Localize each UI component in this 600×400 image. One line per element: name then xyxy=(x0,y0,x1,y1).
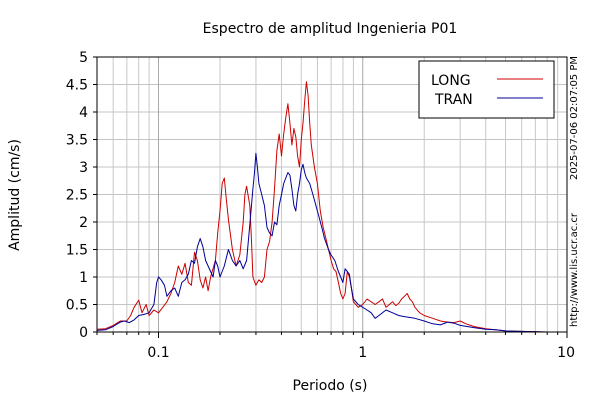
legend-label-tran: TRAN xyxy=(434,92,473,108)
y-axis-label: Amplitud (cm/s) xyxy=(7,139,23,251)
x-tick-label: 10 xyxy=(557,345,575,361)
y-tick-labels: 0 0.5 1 1.5 2 2.5 3 3.5 4 4.5 5 xyxy=(66,50,88,341)
series-lines xyxy=(96,81,567,333)
series-line-long xyxy=(96,81,567,333)
y-tick-label: 4.5 xyxy=(66,78,88,94)
legend-label-long: LONG xyxy=(431,73,471,89)
chart-title: Espectro de amplitud Ingenieria P01 xyxy=(203,21,458,37)
x-tick-label: 1 xyxy=(358,345,367,361)
y-tick-label: 0 xyxy=(79,325,88,341)
y-tick-label: 5 xyxy=(79,50,88,66)
y-tick-label: 4 xyxy=(79,105,88,121)
y-tick-label: 1.5 xyxy=(66,243,88,259)
y-tick-label: 2 xyxy=(79,215,88,231)
y-tick-label: 0.5 xyxy=(66,298,88,314)
legend: LONG TRAN xyxy=(418,60,555,119)
y-tick-label: 3 xyxy=(79,160,88,176)
timestamp-text: 2025-07-06 02:07:05 PM xyxy=(569,56,580,180)
series-line-tran xyxy=(96,152,567,333)
y-tick-label: 3.5 xyxy=(66,133,88,149)
x-axis-label: Periodo (s) xyxy=(293,378,368,394)
source-url-text: http://www.lis.ucr.ac.cr xyxy=(569,212,580,327)
plot-frame xyxy=(96,56,568,333)
x-tick-labels: 0.1 1 10 xyxy=(147,345,575,361)
legend-box xyxy=(418,60,555,119)
x-tick-label: 0.1 xyxy=(147,345,169,361)
y-tick-label: 1 xyxy=(79,270,88,286)
y-tick-label: 2.5 xyxy=(66,188,88,204)
